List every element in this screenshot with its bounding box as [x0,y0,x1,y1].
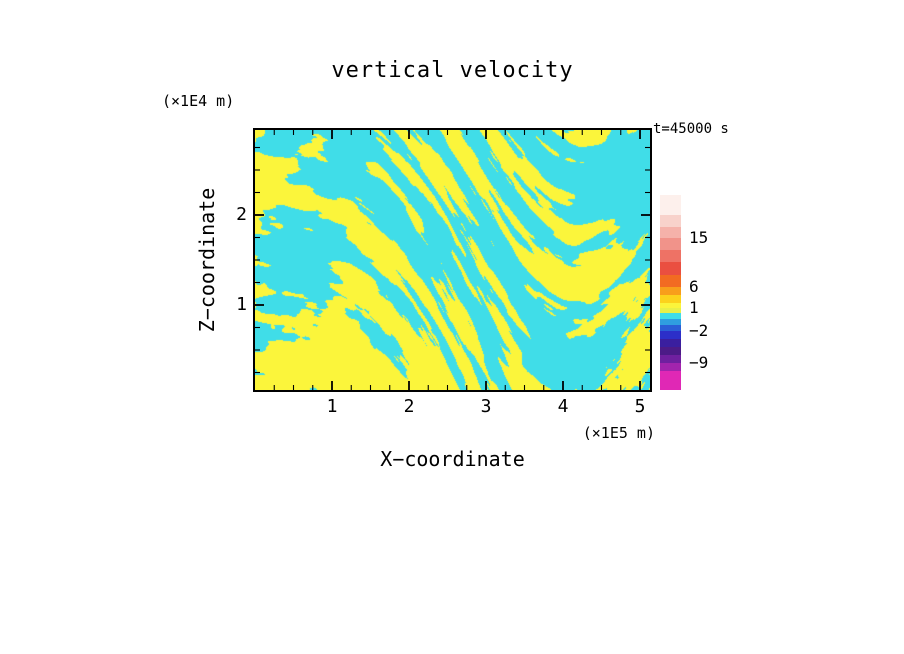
colorbar-segment [660,215,681,227]
colorbar-label: −2 [689,321,709,340]
colorbar-label: 15 [689,228,709,247]
colorbar-segment [660,250,681,262]
time-annotation: t=45000 s [653,121,729,137]
y-axis-title: Z−coordinate [195,187,219,333]
colorbar-labels: 15 6 1 −2 −9 [689,195,733,390]
colorbar-segment [660,339,681,347]
y-tick-label: 1 [236,294,247,315]
x-tick-label: 4 [557,396,569,417]
y-axis-unit-label: (×1E4 m) [162,92,235,110]
x-tick-label: 5 [634,396,646,417]
plot-title: vertical velocity [331,58,574,83]
colorbar-segment [660,195,681,215]
axis-ticks [255,130,650,390]
colorbar-segment [660,295,681,303]
x-tick-label: 2 [403,396,415,417]
colorbar-segment [660,303,681,308]
colorbar-label: 1 [689,298,699,317]
colorbar-segment [660,355,681,363]
colorbar-segment [660,319,681,325]
colorbar-segment [660,227,681,238]
colorbar-segment [660,325,681,331]
colorbar-segment [660,347,681,355]
colorbar-segment [660,363,681,371]
colorbar-label: −9 [689,353,709,372]
x-tick-labels: 1 2 3 4 5 [255,396,650,420]
x-tick-label: 1 [326,396,338,417]
plot-frame [253,128,652,392]
colorbar-segment [660,331,681,339]
colorbar-segment [660,287,681,295]
y-tick-label: 2 [236,204,247,225]
colorbar-segment [660,308,681,313]
colorbar-segments [660,195,681,390]
colorbar-segment [660,238,681,250]
colorbar-segment [660,275,681,287]
colorbar-segment [660,313,681,319]
colorbar-segment [660,262,681,275]
colorbar-label: 6 [689,277,699,296]
x-tick-label: 3 [480,396,492,417]
x-axis-unit-label: (×1E5 m) [582,424,655,442]
x-axis-title: X−coordinate [380,447,525,471]
colorbar-segment [660,371,681,390]
velocity-field-canvas [255,130,650,390]
